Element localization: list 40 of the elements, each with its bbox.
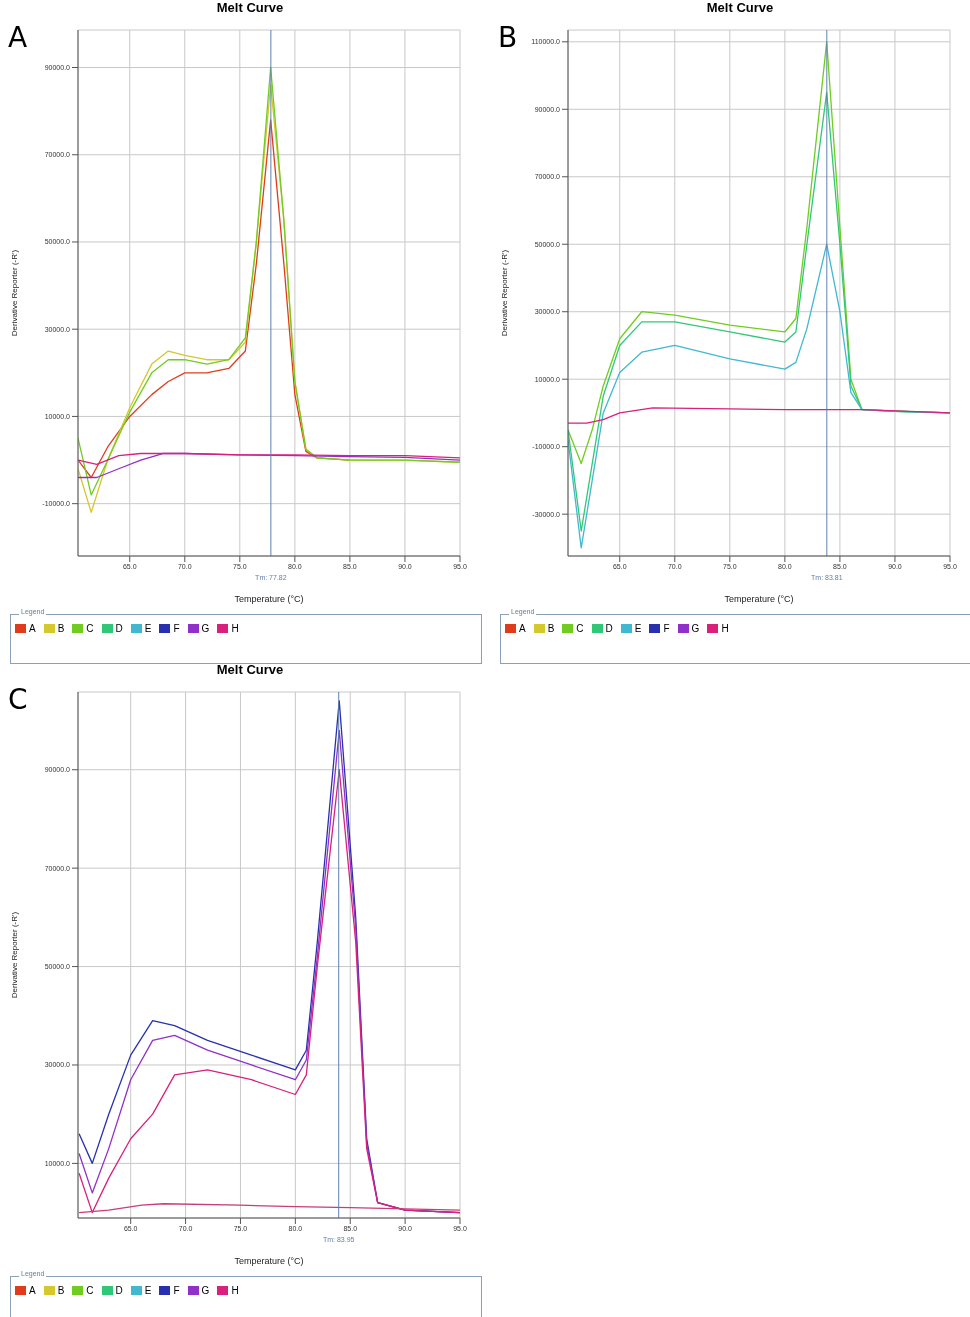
x-axis-title: Temperature (°C): [234, 1256, 304, 1266]
legend-label: B: [57, 1285, 65, 1296]
text: A: [8, 21, 28, 54]
legend-label: D: [115, 623, 123, 634]
legend-label: G: [691, 623, 700, 634]
legend-label: G: [201, 623, 210, 634]
legend-label: E: [634, 623, 642, 634]
legend-label: C: [576, 623, 584, 634]
line-series: [568, 407, 950, 424]
line-series: [78, 452, 460, 466]
legend-label: A: [519, 623, 526, 634]
x-axis-title: Temperature (°C): [724, 594, 794, 604]
legend-label: E: [144, 1285, 152, 1296]
line-series: [78, 1203, 460, 1214]
legend-label: F: [173, 623, 180, 634]
chart-title: Melt Curve: [215, 0, 285, 17]
legend-label: H: [231, 623, 239, 634]
y-axis-title: Derivative Reporter (-R'): [499, 249, 509, 337]
y-axis-title: Derivative Reporter (-R'): [9, 249, 19, 337]
legend-label: A: [29, 623, 36, 634]
legend-label: D: [115, 1285, 123, 1296]
legend-label: D: [605, 623, 613, 634]
chart-title: Melt Curve: [705, 0, 775, 17]
legend-label: G: [201, 1285, 210, 1296]
legend-label: E: [144, 623, 152, 634]
legend-label: H: [231, 1285, 239, 1296]
x-axis-title: Temperature (°C): [234, 594, 304, 604]
legend-label: B: [57, 623, 65, 634]
legend-label: A: [29, 1285, 36, 1296]
legend-label: C: [86, 1285, 94, 1296]
legend-label: C: [86, 623, 94, 634]
text: B: [498, 21, 518, 54]
y-axis-title: Derivative Reporter (-R'): [9, 911, 19, 999]
chart-title: Melt Curve: [215, 662, 285, 679]
text: C: [8, 683, 28, 716]
legend-label: F: [663, 623, 670, 634]
legend-label: F: [173, 1285, 180, 1296]
legend-label: H: [721, 623, 729, 634]
legend-label: B: [547, 623, 555, 634]
line-series: [568, 243, 950, 549]
